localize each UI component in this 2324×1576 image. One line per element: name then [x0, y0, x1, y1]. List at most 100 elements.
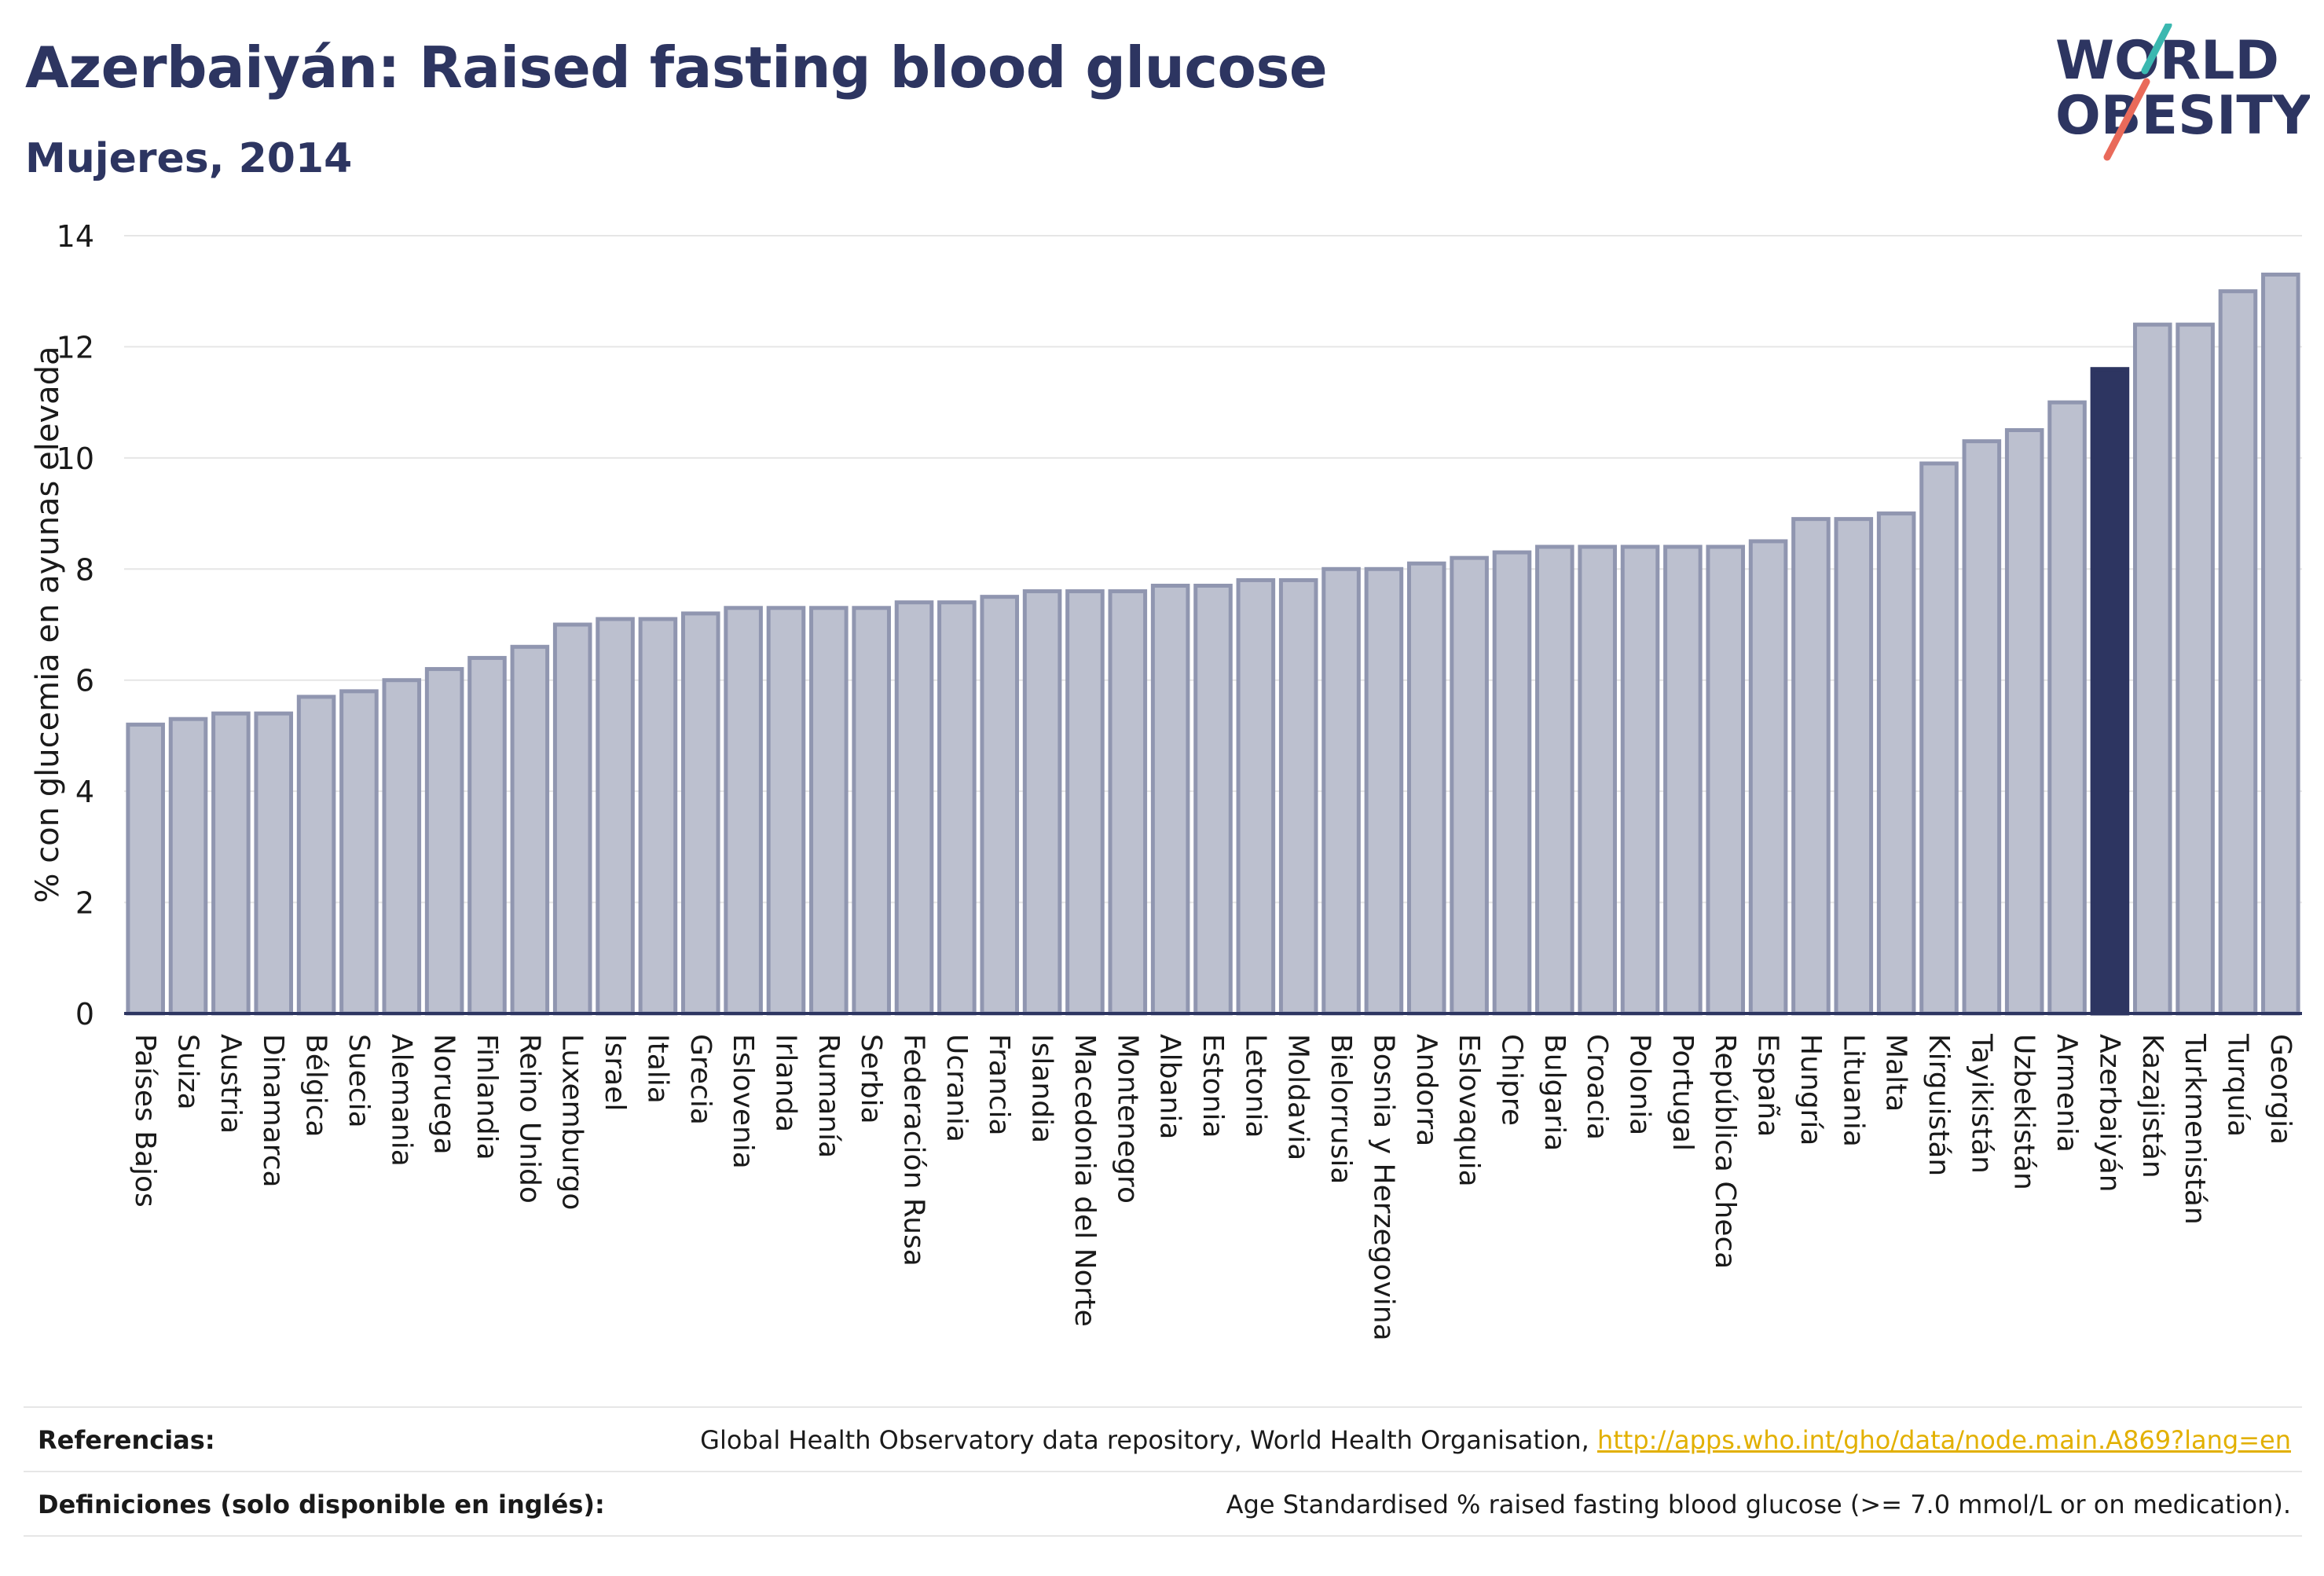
- bar: [1663, 544, 1703, 1016]
- bar: [1450, 555, 1489, 1016]
- chart-title: Azerbaiyán: Raised fasting blood glucose: [25, 35, 1328, 101]
- y-tick-label: 6: [75, 664, 94, 698]
- x-tick-label: Federación Rusa: [898, 1034, 930, 1266]
- logo-text-world: WORLD: [2055, 30, 2279, 92]
- bar-chart: 0 2 4 6 8 10 12 14 % con glucemia en ayunas elev…: [30, 219, 2302, 1341]
- x-tick-label: Países Bajos: [129, 1034, 161, 1208]
- x-tick-label: Islandia: [1026, 1034, 1058, 1143]
- x-tick-label: Kazajistán: [2136, 1034, 2168, 1178]
- y-tick-label: 0: [75, 997, 94, 1032]
- world-obesity-logo: WORLD OBESITY: [2055, 24, 2310, 161]
- x-tick-label: Uzbekistán: [2008, 1034, 2040, 1190]
- x-tick-label: Turkmenistán: [2179, 1033, 2211, 1225]
- references-value: Global Health Observatory data repositor…: [700, 1425, 2291, 1455]
- x-tick-label: Luxemburgo: [556, 1034, 588, 1210]
- x-tick-label: Serbia: [855, 1034, 887, 1124]
- x-tick-label: Bélgica: [300, 1034, 332, 1138]
- y-tick-label: 10: [57, 442, 94, 476]
- bar: [1236, 577, 1276, 1016]
- bar: [2176, 322, 2215, 1016]
- x-tick-label: Montenegro: [1111, 1034, 1143, 1204]
- bar: [1278, 577, 1318, 1016]
- x-tick-label: Italia: [641, 1034, 673, 1104]
- x-tick-label: Portugal: [1666, 1034, 1699, 1151]
- bar: [809, 606, 849, 1016]
- x-tick-label: Albania: [1154, 1034, 1186, 1139]
- bar: [1150, 584, 1190, 1016]
- bar: [1706, 544, 1746, 1016]
- bar: [2047, 400, 2087, 1016]
- y-tick-label: 12: [57, 330, 94, 365]
- x-tick-label: Finlandia: [471, 1034, 503, 1160]
- bar: [1065, 589, 1105, 1016]
- x-tick-label: España: [1752, 1034, 1784, 1137]
- logo-slash-teal: [2141, 24, 2172, 75]
- chart-subtitle: Mujeres, 2014: [25, 135, 353, 182]
- bar: [467, 655, 507, 1016]
- x-tick-label: Israel: [599, 1034, 631, 1111]
- bar: [1406, 561, 1446, 1016]
- bar: [1578, 544, 1617, 1016]
- definitions-value: Age Standardised % raised fasting blood …: [1226, 1490, 2291, 1519]
- footer-bottom-divider: [24, 1535, 2302, 1537]
- x-tick-label: Turquía: [2221, 1033, 2253, 1137]
- x-tick-label: Reino Unido: [513, 1034, 545, 1204]
- definitions-label: Definiciones (solo disponible en inglés)…: [38, 1490, 605, 1519]
- x-tick-label: Moldavia: [1282, 1034, 1314, 1160]
- y-tick-label: 8: [75, 552, 94, 587]
- references-label: Referencias:: [38, 1425, 215, 1455]
- x-tick-label: Macedonia del Norte: [1069, 1034, 1101, 1327]
- bar: [296, 695, 336, 1016]
- bar: [1876, 511, 1916, 1016]
- bar: [638, 617, 678, 1016]
- bar: [1834, 517, 1874, 1016]
- x-tick-label: Alemania: [385, 1034, 417, 1167]
- logo-slash-coral: [2103, 78, 2150, 161]
- references-row: Referencias: Global Health Observatory d…: [24, 1406, 2302, 1471]
- bar: [1791, 517, 1831, 1016]
- y-tick-label: 2: [75, 886, 94, 921]
- x-tick-label: Dinamarca: [257, 1034, 289, 1188]
- bar: [852, 606, 891, 1016]
- x-tick-label: Croacia: [1581, 1034, 1613, 1140]
- x-tick-label: Bielorrusia: [1325, 1034, 1357, 1184]
- x-tick-label: Malta: [1880, 1034, 1912, 1112]
- bar: [1321, 566, 1361, 1016]
- bar: [1962, 439, 2002, 1016]
- bar: [724, 606, 763, 1016]
- x-tick-label: Hungría: [1794, 1034, 1827, 1145]
- x-tick-label: Letonia: [1239, 1034, 1271, 1138]
- bar: [510, 644, 550, 1016]
- y-axis-label: % con glucemia en ayunas elevada: [30, 346, 66, 903]
- bar: [424, 667, 464, 1016]
- x-tick-label: Estonia: [1197, 1034, 1229, 1138]
- x-tick-label: Georgia: [2264, 1034, 2297, 1145]
- x-tick-label: Bulgaria: [1538, 1034, 1571, 1151]
- x-tick-label: Suecia: [343, 1034, 375, 1128]
- bar: [1364, 566, 1404, 1016]
- x-tick-label: Azerbaiyán: [2093, 1034, 2125, 1193]
- bar: [1535, 544, 1574, 1016]
- bar: [1748, 539, 1788, 1016]
- bar: [2132, 322, 2172, 1016]
- x-tick-label: Ucrania: [940, 1034, 973, 1142]
- bar: [680, 611, 720, 1016]
- bar: [1492, 550, 1532, 1016]
- y-tick-label: 14: [57, 219, 94, 254]
- x-tick-label: República Checa: [1709, 1034, 1741, 1269]
- references-link[interactable]: http://apps.who.int/gho/data/node.main.A…: [1596, 1425, 2291, 1455]
- y-tick-label: 4: [75, 775, 94, 809]
- bar: [339, 689, 379, 1016]
- references-text: Global Health Observatory data repositor…: [700, 1425, 1597, 1455]
- x-tick-label: Tayikistán: [1965, 1033, 1997, 1174]
- x-tick-label: Bosnia y Herzegovina: [1367, 1034, 1399, 1341]
- x-tick-label: Austria: [214, 1034, 247, 1134]
- x-tick-label: Eslovaquia: [1453, 1034, 1485, 1187]
- x-tick-label: Grecia: [684, 1034, 717, 1125]
- bar: [2218, 289, 2258, 1016]
- x-tick-label: Lituania: [1837, 1034, 1869, 1147]
- x-tick-label: Rumanía: [812, 1034, 845, 1158]
- bar: [596, 617, 635, 1016]
- bar: [382, 678, 422, 1016]
- highlighted-bar: [2090, 367, 2130, 1016]
